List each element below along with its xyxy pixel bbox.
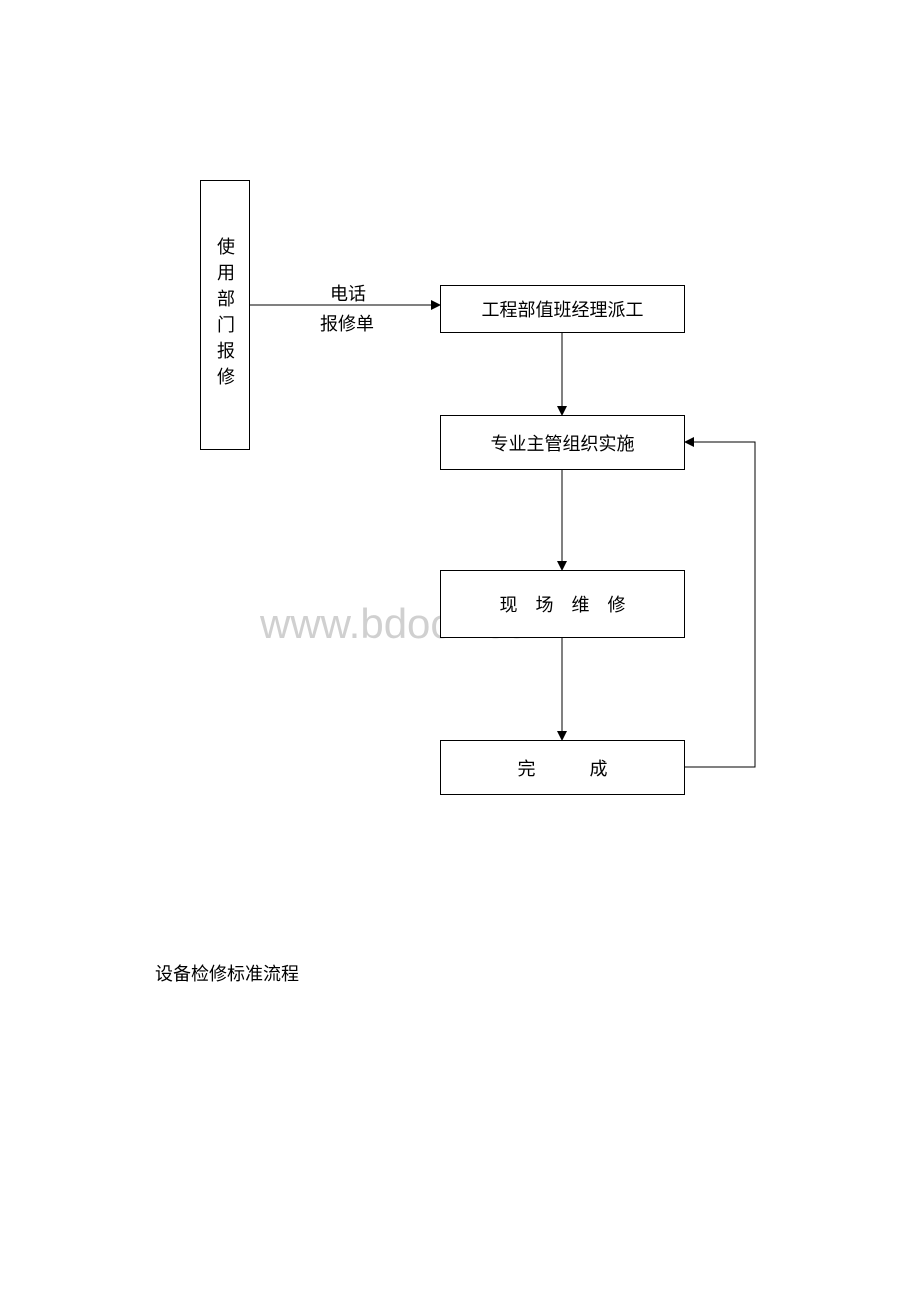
flowchart-canvas: www.bdocx.com 使用部门报修 工程部值班经理派工 专业主管组织实施 … xyxy=(0,0,920,1302)
node-start: 使用部门报修 xyxy=(200,180,250,450)
caption-text: 设备检修标准流程 xyxy=(155,960,299,986)
node-organize: 专业主管组织实施 xyxy=(440,415,685,470)
edge-label-form: 报修单 xyxy=(320,310,374,336)
edge-label-phone: 电话 xyxy=(330,280,366,306)
node-repair: 现 场 维 修 xyxy=(440,570,685,638)
node-repair-label: 现 场 维 修 xyxy=(500,591,626,617)
node-start-label: 使用部门报修 xyxy=(212,237,238,393)
node-dispatch: 工程部值班经理派工 xyxy=(440,285,685,333)
edges-layer xyxy=(0,0,920,1302)
node-done: 完 成 xyxy=(440,740,685,795)
node-organize-label: 专业主管组织实施 xyxy=(491,430,635,456)
node-dispatch-label: 工程部值班经理派工 xyxy=(482,296,644,322)
node-done-label: 完 成 xyxy=(518,755,608,781)
